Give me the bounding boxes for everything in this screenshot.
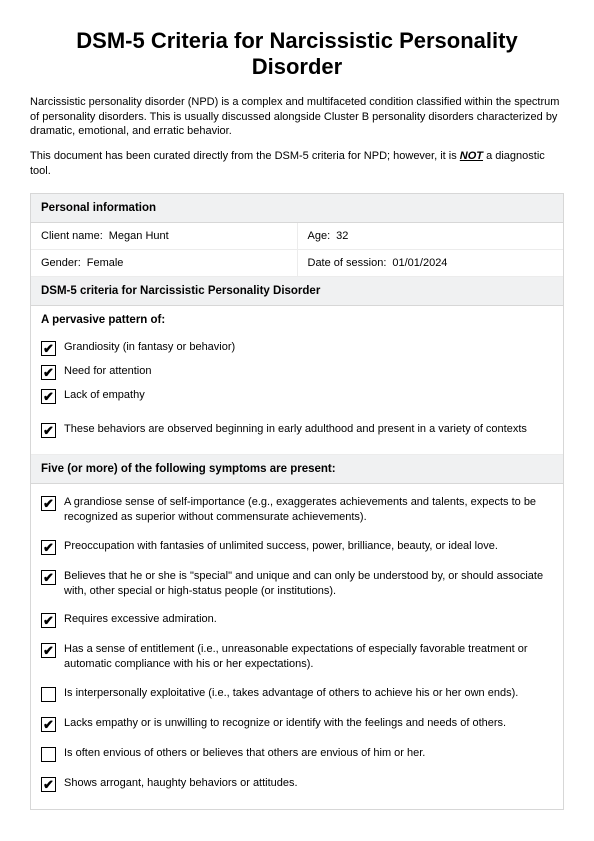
age-label: Age: <box>308 230 331 242</box>
pervasive-body: ✔ Grandiosity (in fantasy or behavior) ✔… <box>31 330 563 455</box>
symptom-item: ✔ Shows arrogant, haughty behaviors or at… <box>41 769 553 799</box>
pervasive-item-text: Need for attention <box>64 364 151 379</box>
gender-cell: Gender: Female <box>31 250 297 276</box>
age-value: 32 <box>336 230 348 242</box>
pervasive-item: ✔ Lack of empathy <box>41 384 553 408</box>
intro-paragraph-1: Narcissistic personality disorder (NPD) … <box>30 95 564 140</box>
gender-value: Female <box>87 257 124 269</box>
client-name-label: Client name: <box>41 230 103 242</box>
pervasive-item: ✔ Grandiosity (in fantasy or behavior) <box>41 336 553 360</box>
symptom-text: Is interpersonally exploitative (i.e., t… <box>64 686 518 701</box>
checkbox[interactable]: ✔ <box>41 540 56 555</box>
row-name-age: Client name: Megan Hunt Age: 32 <box>31 223 563 250</box>
symptom-text: Lacks empathy or is unwilling to recogni… <box>64 716 506 731</box>
symptom-text: Believes that he or she is "special" and… <box>64 569 553 599</box>
symptom-item: ✔ Believes that he or she is "special" an… <box>41 562 553 606</box>
checkbox[interactable] <box>41 687 56 702</box>
criteria-header: DSM-5 criteria for Narcissistic Personal… <box>31 277 563 306</box>
checkbox[interactable]: ✔ <box>41 423 56 438</box>
intro-paragraph-2: This document has been curated directly … <box>30 149 564 179</box>
symptom-item: Is often envious of others or believes t… <box>41 739 553 769</box>
checkbox[interactable]: ✔ <box>41 341 56 356</box>
symptom-item: ✔ Requires excessive admiration. <box>41 605 553 635</box>
client-name-value: Megan Hunt <box>109 230 169 242</box>
symptom-item: ✔ Lacks empathy or is unwilling to recogn… <box>41 709 553 739</box>
symptom-item: ✔ Has a sense of entitlement (i.e., unrea… <box>41 635 553 679</box>
checkbox[interactable]: ✔ <box>41 365 56 380</box>
checkbox[interactable]: ✔ <box>41 717 56 732</box>
checkbox[interactable]: ✔ <box>41 570 56 585</box>
checkbox[interactable]: ✔ <box>41 496 56 511</box>
form-table: Personal information Client name: Megan … <box>30 193 564 810</box>
date-label: Date of session: <box>308 257 387 269</box>
symptom-item: ✔ A grandiose sense of self-importance (e… <box>41 488 553 532</box>
symptom-text: Has a sense of entitlement (i.e., unreas… <box>64 642 553 672</box>
pervasive-context: ✔ These behaviors are observed beginning… <box>41 416 553 444</box>
symptom-text: Is often envious of others or believes t… <box>64 746 425 761</box>
checkbox[interactable] <box>41 747 56 762</box>
pervasive-context-text: These behaviors are observed beginning i… <box>64 422 527 437</box>
date-value: 01/01/2024 <box>392 257 447 269</box>
pervasive-item: ✔ Need for attention <box>41 360 553 384</box>
symptom-text: Requires excessive admiration. <box>64 612 217 627</box>
symptom-text: Shows arrogant, haughty behaviors or att… <box>64 776 298 791</box>
symptoms-header: Five (or more) of the following symptoms… <box>31 455 563 484</box>
pervasive-title: A pervasive pattern of: <box>31 306 563 330</box>
symptom-item: Is interpersonally exploitative (i.e., t… <box>41 679 553 709</box>
pervasive-item-text: Lack of empathy <box>64 388 145 403</box>
symptom-text: A grandiose sense of self-importance (e.… <box>64 495 553 525</box>
not-emphasis: NOT <box>460 150 483 162</box>
checkbox[interactable]: ✔ <box>41 777 56 792</box>
checkbox[interactable]: ✔ <box>41 389 56 404</box>
client-name-cell: Client name: Megan Hunt <box>31 223 297 249</box>
checkbox[interactable]: ✔ <box>41 613 56 628</box>
row-gender-date: Gender: Female Date of session: 01/01/20… <box>31 250 563 277</box>
page-title: DSM-5 Criteria for Narcissistic Personal… <box>30 28 564 81</box>
personal-info-header: Personal information <box>31 194 563 223</box>
checkbox[interactable]: ✔ <box>41 643 56 658</box>
gender-label: Gender: <box>41 257 81 269</box>
symptom-item: ✔ Preoccupation with fantasies of unlimit… <box>41 532 553 562</box>
pervasive-item-text: Grandiosity (in fantasy or behavior) <box>64 340 235 355</box>
symptoms-body: ✔ A grandiose sense of self-importance (e… <box>31 484 563 809</box>
date-cell: Date of session: 01/01/2024 <box>297 250 564 276</box>
age-cell: Age: 32 <box>297 223 564 249</box>
symptom-text: Preoccupation with fantasies of unlimite… <box>64 539 498 554</box>
intro-2-prefix: This document has been curated directly … <box>30 150 460 162</box>
